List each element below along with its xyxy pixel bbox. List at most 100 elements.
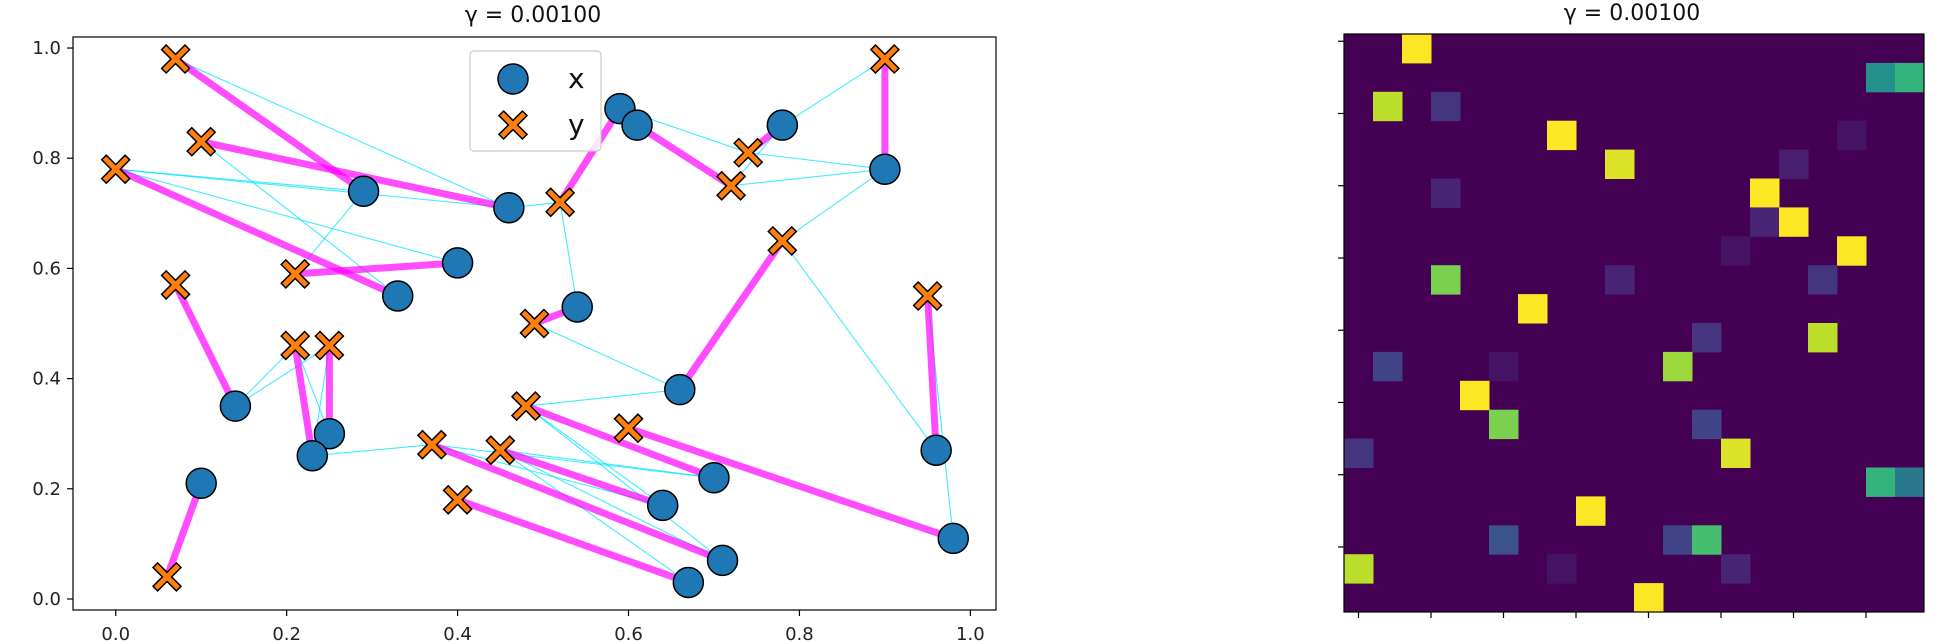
heatmap-cell xyxy=(1547,120,1577,151)
heatmap-cell xyxy=(1605,149,1635,179)
x-point xyxy=(382,280,414,312)
primary-edge xyxy=(163,479,205,581)
heatmap-cell xyxy=(1634,583,1664,613)
heatmap-cell xyxy=(1373,91,1403,122)
legend-x-label: x xyxy=(568,62,585,95)
y-point xyxy=(160,269,191,300)
secondary-edge xyxy=(559,202,578,308)
heatmap-cell xyxy=(1431,178,1461,208)
secondary-edge xyxy=(235,345,330,407)
x-point xyxy=(185,467,217,500)
secondary-edge xyxy=(500,449,715,479)
y-point xyxy=(912,280,943,312)
x-axis-ticks: 0.0 0.2 0.4 0.6 0.8 1.0 xyxy=(101,610,985,644)
y-point xyxy=(280,258,311,289)
heatmap-cell xyxy=(1721,236,1751,266)
scatter-plot: γ = 0.00100 0.0 0.2 0.4 0.6 0.8 1.0 0.0 0.2 0.4… xyxy=(32,3,997,644)
legend: x y xyxy=(469,50,602,152)
heatmap-cell xyxy=(1431,265,1461,295)
secondary-edge xyxy=(525,405,723,561)
heatmap-cell xyxy=(1344,554,1374,584)
x-tick-label: 0.4 xyxy=(443,624,472,644)
primary-edge xyxy=(172,281,239,410)
y-point xyxy=(151,561,183,592)
primary-edge xyxy=(112,165,402,300)
point-layer xyxy=(100,43,970,599)
y-tick-label: 0.8 xyxy=(32,148,61,169)
heatmap-cell xyxy=(1576,496,1606,526)
heatmap-cell xyxy=(1402,34,1432,64)
primary-edge xyxy=(556,105,624,206)
y-tick-label: 0.4 xyxy=(32,369,61,390)
legend-x-marker xyxy=(497,63,529,95)
heatmap-cell xyxy=(1344,438,1374,468)
x-tick-label: 0.6 xyxy=(614,624,643,644)
x-point xyxy=(672,566,705,599)
heatmap-cell xyxy=(1750,207,1780,237)
y-point xyxy=(869,43,900,75)
y-point xyxy=(485,435,516,466)
heatmap-cell xyxy=(1779,149,1809,179)
heatmap-cell xyxy=(1663,525,1693,555)
secondary-edge xyxy=(782,58,886,126)
y-point xyxy=(519,308,550,339)
secondary-edge xyxy=(782,168,886,242)
y-tick-label: 0.2 xyxy=(32,479,61,500)
y-point xyxy=(314,330,345,361)
x-tick-label: 1.0 xyxy=(956,624,985,644)
primary-edge xyxy=(625,424,957,542)
heatmap-ticks xyxy=(1338,40,1867,618)
heatmap-frame xyxy=(1343,33,1925,613)
secondary-edge xyxy=(781,240,937,451)
heatmap-cell xyxy=(1837,236,1867,266)
heatmap-cell xyxy=(1808,323,1838,353)
primary-edge xyxy=(291,259,462,278)
x-tick-label: 0.2 xyxy=(272,624,301,644)
x-point xyxy=(219,390,252,422)
x-point xyxy=(664,373,696,406)
x-point xyxy=(920,434,952,466)
heatmap-cell xyxy=(1866,467,1896,497)
y-point xyxy=(510,391,542,422)
x-point xyxy=(296,439,329,472)
secondary-edge xyxy=(534,322,681,391)
heatmap-cell xyxy=(1605,265,1635,295)
heatmap-cell xyxy=(1460,380,1490,411)
heatmap-title: γ = 0.00100 xyxy=(1564,1,1700,26)
heatmap-cell xyxy=(1518,294,1548,324)
heatmap-cell xyxy=(1692,323,1722,353)
y-point xyxy=(186,126,217,157)
x-point xyxy=(621,109,653,141)
secondary-edge xyxy=(525,389,680,407)
primary-edge xyxy=(197,138,513,212)
heatmap-cell xyxy=(1721,438,1751,468)
primary-edge xyxy=(428,441,727,564)
heatmap-cell xyxy=(1489,525,1519,555)
secondary-edge xyxy=(312,444,432,457)
x-point xyxy=(493,192,525,224)
x-point xyxy=(441,247,474,279)
y-axis-ticks: 0.0 0.2 0.4 0.6 0.8 1.0 xyxy=(32,38,73,610)
secondary-edge xyxy=(731,168,885,187)
legend-y-marker xyxy=(497,109,529,141)
y-tick-label: 1.0 xyxy=(32,38,61,59)
y-point xyxy=(160,43,191,75)
y-tick-label: 0.6 xyxy=(32,258,61,279)
y-tick-label: 0.0 xyxy=(32,589,61,610)
y-point xyxy=(716,170,747,201)
y-point xyxy=(280,330,311,361)
y-point xyxy=(733,137,764,168)
heatmap-plot: γ = 0.00100 xyxy=(1338,1,1925,618)
x-point xyxy=(561,291,593,323)
x-point xyxy=(347,175,380,208)
x-tick-label: 0.8 xyxy=(785,624,814,644)
x-point xyxy=(766,109,799,141)
heatmap-cell xyxy=(1808,265,1838,295)
legend-y-label: y xyxy=(568,108,585,141)
heatmap-cell xyxy=(1692,525,1722,555)
primary-edge xyxy=(676,237,786,394)
x-point xyxy=(706,544,739,577)
heatmap-cell xyxy=(1489,409,1519,440)
x-point xyxy=(646,489,679,522)
y-point xyxy=(416,429,447,460)
